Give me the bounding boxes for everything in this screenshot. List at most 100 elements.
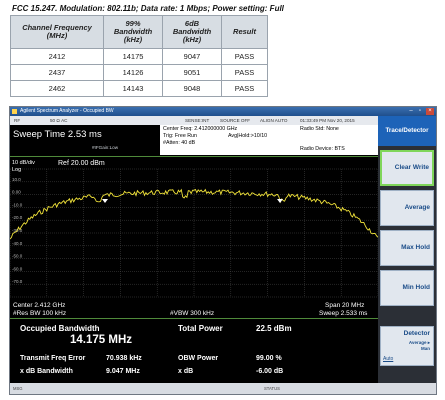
occupied-bw-label: Occupied Bandwidth	[20, 324, 100, 333]
avg-hold: Avg|Hold:>10/10	[228, 133, 268, 139]
results-table: Channel Frequency (MHz) 99% Bandwidth (kHz)…	[10, 15, 268, 97]
spectrum-analyzer-window: Agilent Spectrum Analyzer - Occupied BW …	[9, 106, 437, 395]
header-align: ALIGN AUTO	[260, 118, 288, 123]
if-gain: #IFGain:Low	[92, 145, 119, 150]
table-header-row: Channel Frequency (MHz) 99% Bandwidth (kHz)…	[10, 15, 268, 49]
ref-level[interactable]: Ref 20.00 dBm	[58, 160, 105, 167]
header-source: SOURCE OFF	[220, 118, 251, 123]
report-caption: FCC 15.247. Modulation: 802.11b; Data ra…	[12, 4, 284, 13]
msg-label: MSG	[13, 386, 23, 391]
measurement-settings: Center Freq: 2.412000000 GHz Trig: Free …	[160, 125, 378, 155]
status-label: STATUS	[264, 386, 280, 391]
maximize-icon[interactable]: ▫	[418, 108, 422, 114]
cell-channel: 2412	[10, 48, 104, 65]
col-channel-frequency: Channel Frequency (MHz)	[10, 15, 104, 49]
xdb-value: -6.00 dB	[256, 368, 284, 375]
xdb-bw-value: 9.047 MHz	[106, 368, 140, 375]
status-bar: MSG STATUS	[10, 383, 436, 394]
header-datetime: 01:33:49 PM Nov 20, 2015	[300, 118, 355, 123]
average-label: Average	[404, 204, 430, 211]
max-hold-label: Max Hold	[401, 244, 430, 251]
max-hold-button[interactable]: Max Hold	[380, 230, 434, 266]
scale-label: 10 dB/div	[12, 160, 35, 166]
obw-power-label: OBW Power	[178, 355, 219, 362]
vbw-label: #VBW 300 kHz	[170, 310, 215, 317]
instrument-header: RF 50 Ω AC SENSE:INT SOURCE OFF ALIGN AU…	[10, 116, 378, 125]
center-label: Center 2.412 GHz	[13, 302, 66, 309]
detector-man: Man	[421, 346, 430, 351]
window-titlebar: Agilent Spectrum Analyzer - Occupied BW …	[10, 107, 436, 116]
panel-title: Trace/Detector	[378, 116, 436, 146]
y-tick-label: -20.0	[12, 215, 23, 220]
sweep-time[interactable]: Sweep Time 2.53 ms	[13, 129, 102, 140]
y-tick-label: 0.00	[12, 190, 21, 195]
app-icon	[12, 109, 17, 114]
sweep-label: Sweep 2.533 ms	[319, 310, 368, 317]
cell-6db-bw: 9051	[162, 64, 222, 81]
average-button[interactable]: Average	[380, 190, 434, 226]
cell-99-bw: 14175	[103, 48, 163, 65]
trace-plot[interactable]: 10.0 0.00 -10.0 -20.0 -30.0 -40.0 -50.0 -60.0 -7…	[10, 156, 378, 319]
total-power-value: 22.5 dBm	[256, 324, 292, 333]
bandwidth-marker-icon	[277, 199, 283, 203]
center-freq[interactable]: Center Freq: 2.412000000 GHz	[163, 126, 238, 132]
window-title: Agilent Spectrum Analyzer - Occupied BW	[20, 108, 114, 114]
trace-graph: 10.00.00-10.0-20.0-30.0-40.0-50.0-60.0-7…	[10, 168, 378, 298]
header-sense: SENSE:INT	[185, 118, 210, 123]
span-label: Span 20 MHz	[325, 302, 365, 309]
softkey-panel: Trace/Detector Clear Write Average Max H…	[378, 116, 436, 383]
header-rf: RF	[14, 118, 21, 123]
tx-freq-error-label: Transmit Freq Error	[20, 355, 86, 362]
y-tick-label: -10.0	[12, 202, 23, 207]
divider	[10, 318, 378, 319]
cell-99-bw: 14126	[103, 64, 163, 81]
sweep-status: Sweep Time 2.53 ms #IFGain:Low	[10, 125, 160, 155]
obw-power-value: 99.00 %	[256, 355, 282, 362]
cell-6db-bw: 9048	[162, 80, 222, 97]
xdb-bw-label: x dB Bandwidth	[20, 368, 73, 375]
cell-channel: 2462	[10, 80, 104, 97]
detector-label: Detector	[403, 330, 430, 337]
col-result: Result	[221, 15, 268, 49]
spectrum-trace	[10, 188, 378, 240]
radio-std: Radio Std: None	[300, 126, 339, 132]
trigger: Trig: Free Run	[163, 133, 197, 139]
attenuation: #Atten: 40 dB	[163, 140, 196, 146]
bandwidth-marker-icon	[102, 199, 108, 203]
cell-99-bw: 14143	[103, 80, 163, 97]
table-row: 2437 14126 9051 PASS	[10, 64, 268, 81]
cell-result: PASS	[221, 64, 268, 81]
y-tick-label: -50.0	[12, 254, 23, 259]
y-tick-label: -40.0	[12, 241, 23, 246]
occupied-bw-value: 14.175 MHz	[70, 334, 133, 346]
table-row: 2412 14175 9047 PASS	[10, 48, 268, 65]
detector-button[interactable]: Detector Average ▸ Man Auto	[380, 326, 434, 366]
total-power-label: Total Power	[178, 324, 223, 333]
cell-result: PASS	[221, 80, 268, 97]
cell-result: PASS	[221, 48, 268, 65]
detector-average: Average ▸	[408, 340, 430, 345]
col-99-bandwidth: 99% Bandwidth (kHz)	[103, 15, 163, 49]
measurement-panel: Occupied Bandwidth 14.175 MHz Total Powe…	[10, 319, 378, 382]
minimize-icon[interactable]: ‒	[409, 108, 413, 114]
y-tick-label: 10.0	[12, 177, 21, 182]
header-impedance: 50 Ω AC	[50, 118, 68, 123]
cell-6db-bw: 9047	[162, 48, 222, 65]
tx-freq-error-value: 70.938 kHz	[106, 355, 142, 362]
y-tick-label: -70.0	[12, 279, 23, 284]
detector-auto: Auto	[383, 356, 394, 362]
clear-write-label: Clear Write	[394, 164, 429, 171]
min-hold-label: Min Hold	[402, 284, 430, 291]
clear-write-button[interactable]: Clear Write	[380, 150, 434, 186]
y-tick-label: -60.0	[12, 266, 23, 271]
log-label: Log	[12, 167, 22, 173]
table-row: 2462 14143 9048 PASS	[10, 80, 268, 97]
radio-device: Radio Device: BTS	[300, 146, 345, 152]
cell-channel: 2437	[10, 64, 104, 81]
res-bw-label: #Res BW 100 kHz	[13, 310, 67, 317]
min-hold-button[interactable]: Min Hold	[380, 270, 434, 306]
col-6db-bandwidth: 6dB Bandwidth (kHz)	[162, 15, 222, 49]
close-icon[interactable]: ×	[426, 108, 434, 115]
results-report: FCC 15.247. Modulation: 802.11b; Data ra…	[10, 4, 284, 97]
xdb-label: x dB	[178, 368, 194, 375]
